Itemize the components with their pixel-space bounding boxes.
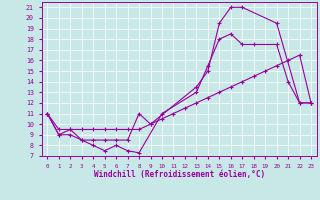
X-axis label: Windchill (Refroidissement éolien,°C): Windchill (Refroidissement éolien,°C) [94,170,265,179]
